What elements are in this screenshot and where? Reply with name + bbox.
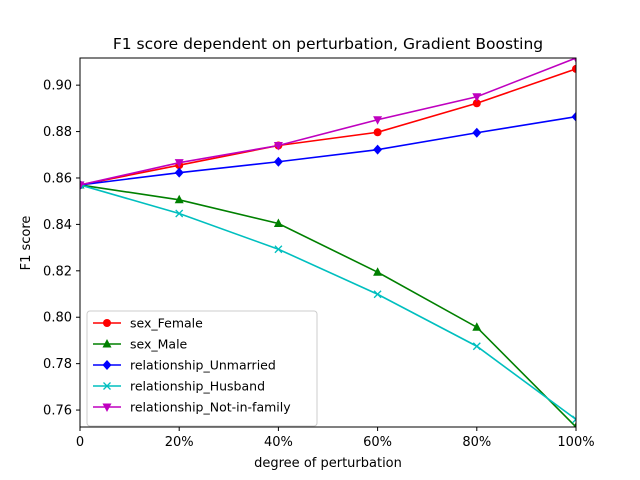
series-line-sex_Female (80, 68, 576, 186)
x-tick-label: 40% (264, 435, 293, 450)
series-relationship_Unmarried (80, 111, 576, 190)
data-point-relationship_Husband-5 (572, 415, 576, 424)
legend-label: relationship_Not-in-family (130, 400, 291, 415)
data-point-relationship_Not-in-family-1 (174, 159, 184, 168)
legend-label: relationship_Unmarried (130, 358, 276, 373)
data-point-relationship_Husband-4 (472, 342, 481, 351)
data-point-relationship_Husband-3 (373, 290, 382, 299)
data-point-relationship_Not-in-family-5 (573, 58, 576, 63)
x-tick-label: 100% (557, 435, 594, 450)
legend-entry-sex_Male: sex_Male (93, 337, 188, 352)
y-tick-label: 0.88 (43, 125, 72, 140)
legend-entry-relationship_Unmarried: relationship_Unmarried (93, 358, 276, 373)
series-line-relationship_Unmarried (80, 115, 576, 186)
data-point-relationship_Unmarried-5 (571, 111, 576, 122)
legend-entry-sex_Female: sex_Female (93, 316, 203, 331)
data-point-relationship_Not-in-family-0 (80, 181, 85, 190)
legend-label: sex_Female (130, 316, 203, 331)
series-relationship_Not-in-family (80, 58, 576, 190)
y-tick-label: 0.82 (43, 264, 72, 279)
data-point-sex_Male-2 (273, 218, 283, 227)
y-tick-label: 0.76 (43, 404, 72, 419)
data-point-relationship_Unmarried-4 (472, 127, 482, 138)
series-line-relationship_Husband (80, 184, 576, 420)
data-point-relationship_Not-in-family-4 (472, 93, 482, 102)
data-point-relationship_Not-in-family-2 (273, 141, 283, 151)
series-line-sex_Male (80, 184, 576, 427)
series-sex_Female (80, 64, 576, 189)
legend-entry-relationship_Not-in-family: relationship_Not-in-family (93, 400, 291, 415)
legend-label: relationship_Husband (130, 379, 265, 394)
data-point-sex_Male-1 (174, 194, 184, 204)
data-point-sex_Female-3 (373, 128, 382, 137)
x-tick-label: 0 (76, 435, 84, 450)
data-point-sex_Male-5 (573, 422, 576, 427)
y-tick-label: 0.80 (43, 311, 72, 326)
plot-frame (79, 57, 577, 428)
x-tick-label: 60% (363, 435, 392, 450)
y-axis-label: F1 score (19, 216, 34, 271)
y-tick-label: 0.90 (43, 79, 72, 94)
chart-title: F1 score dependent on perturbation, Grad… (113, 35, 543, 53)
y-axis-ticks: 0.76 0.78 0.80 0.82 0.84 0.86 0.88 0.90 (43, 79, 80, 419)
x-tick-label: 20% (165, 435, 194, 450)
data-point-relationship_Unmarried-1 (174, 167, 184, 178)
data-point-relationship_Unmarried-3 (373, 144, 383, 155)
x-axis-label: degree of perturbation (254, 456, 402, 471)
data-point-sex_Female-4 (472, 99, 481, 108)
y-tick-label: 0.84 (43, 218, 72, 233)
legend-marker (102, 360, 112, 370)
x-axis-ticks: 0 20% 40% 60% 80% 100% (76, 427, 595, 450)
data-point-relationship_Not-in-family-3 (373, 116, 383, 125)
legend-marker (102, 403, 112, 412)
data-point-sex_Male-4 (472, 322, 482, 331)
legend: sex_Female sex_Male relationship_Unmarried… (86, 310, 318, 427)
data-point-relationship_Husband-2 (274, 245, 283, 254)
legend-entry-relationship_Husband: relationship_Husband (93, 379, 265, 394)
data-point-sex_Male-3 (373, 267, 383, 276)
series-line-relationship_Not-in-family (80, 58, 576, 186)
data-point-relationship_Husband-1 (175, 209, 184, 218)
y-tick-label: 0.78 (43, 357, 72, 372)
y-tick-label: 0.86 (43, 171, 72, 186)
legend-box (86, 310, 318, 427)
x-tick-label: 80% (462, 435, 491, 450)
legend-marker (103, 382, 111, 390)
legend-marker (102, 339, 112, 348)
legend-label: sex_Male (130, 337, 188, 352)
series-layer (80, 58, 576, 427)
legend-marker (103, 319, 111, 327)
data-point-sex_Female-5 (572, 64, 576, 73)
data-point-relationship_Unmarried-2 (273, 156, 283, 167)
